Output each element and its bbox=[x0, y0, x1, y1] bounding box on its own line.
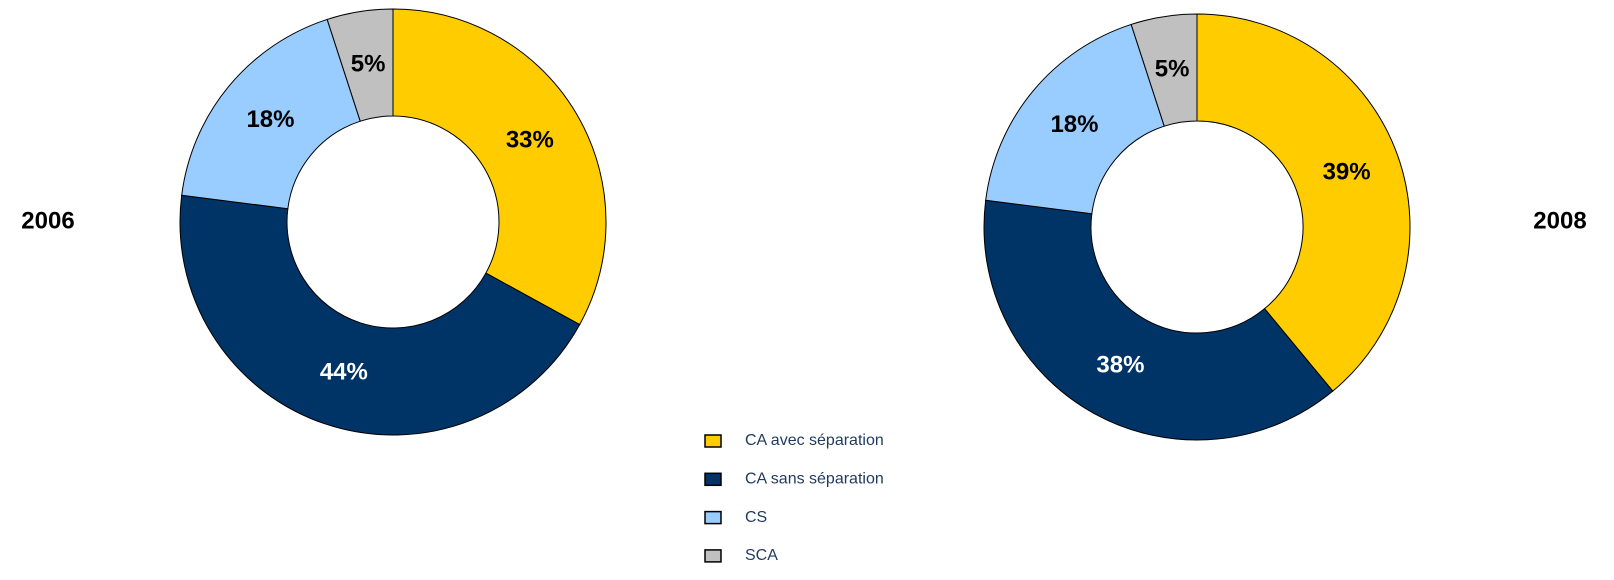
donut-segment bbox=[181, 18, 361, 210]
legend-label: CA avec séparation bbox=[745, 432, 884, 449]
legend-swatch bbox=[704, 434, 722, 448]
data-label: 44% bbox=[320, 359, 368, 386]
legend-label: CS bbox=[745, 509, 767, 526]
legend-label: CA sans séparation bbox=[745, 471, 884, 488]
chart-title: 2008 bbox=[1533, 207, 1586, 234]
data-label: 33% bbox=[506, 126, 554, 153]
data-label: 5% bbox=[351, 50, 386, 77]
donut-segment bbox=[179, 194, 581, 436]
donut-segment bbox=[326, 8, 394, 122]
donut-segment bbox=[1196, 13, 1411, 392]
legend-swatch bbox=[704, 510, 722, 525]
legend-swatch bbox=[704, 472, 722, 487]
data-label: 18% bbox=[1050, 111, 1098, 138]
legend-label: SCA bbox=[745, 547, 778, 564]
chart-title: 2006 bbox=[21, 207, 74, 234]
donut-segment bbox=[392, 8, 607, 326]
data-label: 5% bbox=[1155, 55, 1190, 82]
data-label: 18% bbox=[246, 106, 294, 133]
data-label: 39% bbox=[1323, 158, 1371, 185]
donut-segment bbox=[1130, 13, 1198, 127]
data-label: 38% bbox=[1096, 352, 1144, 379]
donut-segment bbox=[983, 199, 1334, 441]
legend-swatch bbox=[704, 549, 722, 563]
donut-segment bbox=[985, 23, 1165, 215]
